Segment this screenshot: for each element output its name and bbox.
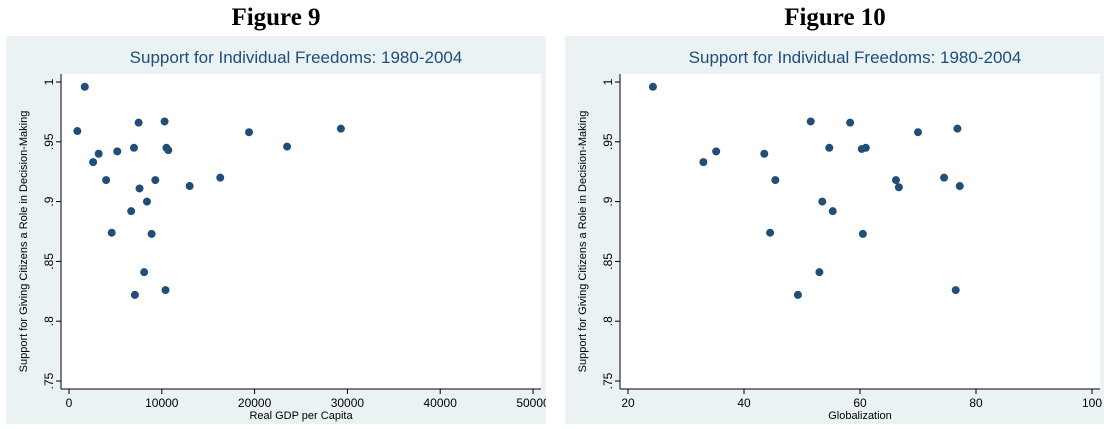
- data-point: [283, 142, 292, 151]
- data-point: [102, 176, 111, 185]
- data-point: [127, 207, 136, 216]
- data-point: [891, 176, 900, 185]
- data-point: [894, 183, 903, 192]
- data-point: [861, 143, 870, 152]
- data-point: [216, 173, 225, 182]
- figure-9-heading: Figure 9: [231, 4, 321, 31]
- x-tick-label: 20000: [238, 396, 272, 410]
- y-tick-label: .8: [601, 316, 615, 326]
- x-tick-label: 80: [969, 396, 983, 410]
- data-point: [953, 124, 962, 133]
- x-tick-label: 60: [853, 396, 867, 410]
- data-point: [699, 158, 708, 167]
- y-tick-label: 1: [42, 78, 56, 85]
- x-tick-label: 40000: [424, 396, 458, 410]
- data-point: [825, 143, 834, 152]
- data-point: [760, 149, 769, 158]
- data-point: [73, 127, 82, 136]
- data-point: [164, 146, 173, 155]
- data-point: [80, 82, 89, 91]
- y-tick-label: .85: [601, 253, 615, 270]
- y-tick-label: 1: [601, 78, 615, 85]
- data-point: [940, 173, 949, 182]
- x-tick-label: 30000: [331, 396, 365, 410]
- data-point: [846, 118, 855, 127]
- y-axis-label: Support for Giving Citizens a Role in De…: [18, 111, 30, 373]
- x-axis-label: Globalization: [828, 410, 892, 422]
- y-tick-label: .9: [42, 196, 56, 206]
- data-point: [130, 290, 139, 299]
- plot-area: [61, 74, 541, 389]
- data-point: [914, 128, 922, 137]
- data-point: [806, 117, 815, 126]
- data-point: [951, 286, 960, 295]
- x-tick-label: 20: [621, 396, 635, 410]
- chart-title: Support for Individual Freedoms: 1980-20…: [130, 48, 463, 67]
- x-tick-label: 40: [737, 396, 751, 410]
- x-tick-label: 50000: [516, 396, 546, 410]
- figure-9-chart: Support for Individual Freedoms: 1980-20…: [6, 36, 546, 424]
- data-point: [161, 286, 170, 295]
- data-point: [818, 197, 827, 206]
- data-point: [648, 82, 657, 91]
- data-point: [129, 143, 138, 152]
- x-tick-label: 10000: [145, 396, 179, 410]
- y-tick-label: .8: [42, 316, 56, 326]
- data-point: [142, 197, 151, 206]
- data-point: [107, 228, 116, 237]
- data-point: [828, 207, 837, 216]
- data-point: [766, 228, 775, 237]
- figure-10-heading: Figure 10: [784, 4, 886, 31]
- data-point: [793, 290, 802, 299]
- x-axis-label: Real GDP per Capita: [249, 410, 353, 422]
- data-point: [336, 124, 345, 133]
- data-point: [147, 229, 156, 238]
- x-tick-label: 0: [66, 396, 73, 410]
- data-point: [135, 184, 144, 193]
- y-tick-label: .85: [42, 253, 56, 270]
- data-point: [94, 149, 103, 158]
- data-point: [858, 229, 867, 238]
- data-point: [771, 176, 780, 185]
- data-point: [185, 182, 194, 191]
- data-point: [151, 176, 160, 185]
- y-tick-label: .75: [42, 372, 56, 389]
- y-tick-label: .95: [42, 133, 56, 150]
- y-axis-label: Support for Giving Citizens a Role in De…: [577, 111, 589, 373]
- data-point: [140, 268, 149, 277]
- data-point: [815, 268, 824, 277]
- data-point: [113, 147, 122, 156]
- data-point: [245, 128, 254, 137]
- data-point: [134, 118, 143, 127]
- data-point: [89, 158, 98, 167]
- data-point: [712, 147, 721, 156]
- figure-10-chart: Support for Individual Freedoms: 1980-20…: [565, 36, 1104, 424]
- y-tick-label: .95: [601, 133, 615, 150]
- x-tick-label: 100: [1082, 396, 1102, 410]
- data-point: [160, 117, 169, 126]
- y-tick-label: .9: [601, 196, 615, 206]
- chart-title: Support for Individual Freedoms: 1980-20…: [689, 48, 1022, 67]
- y-tick-label: .75: [601, 372, 615, 389]
- data-point: [955, 182, 964, 191]
